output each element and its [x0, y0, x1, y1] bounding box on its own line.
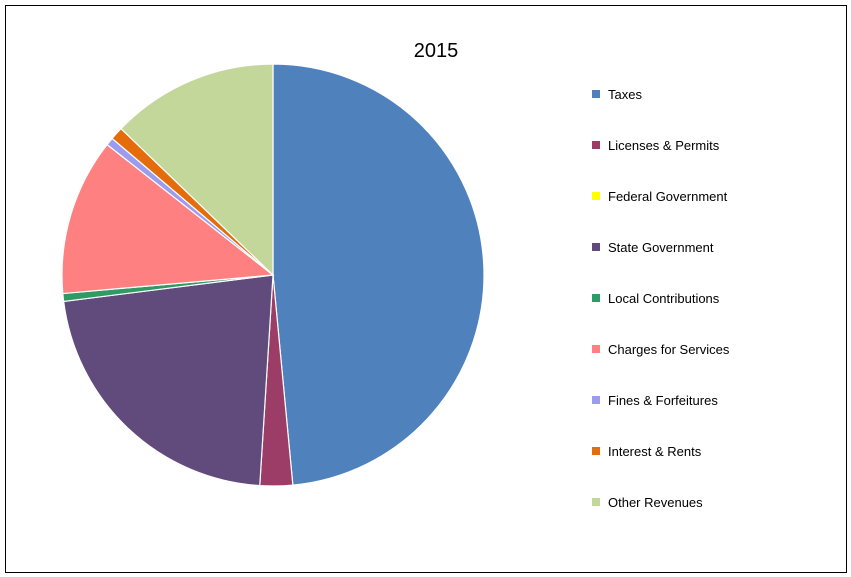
legend-swatch [592, 396, 600, 404]
legend-swatch [592, 90, 600, 98]
legend-label: Federal Government [608, 188, 728, 204]
pie-slice-state-government [62, 274, 274, 487]
legend-item-taxes: Taxes [592, 85, 642, 103]
legend-swatch [592, 498, 600, 506]
legend-label: Interest & Rents [608, 443, 702, 459]
legend-swatch [592, 141, 600, 149]
pie-slices [61, 63, 485, 487]
legend-label: Licenses & Permits [608, 137, 720, 153]
legend-item-local-contributions: Local Contributions [592, 289, 719, 307]
pie-slice-charges-for-services [61, 143, 275, 295]
legend-swatch [592, 294, 600, 302]
legend-item-other-revenues: Other Revenues [592, 493, 703, 511]
legend-item-charges-for-services: Charges for Services [592, 340, 729, 358]
legend-label: Other Revenues [608, 494, 703, 510]
legend-swatch [592, 243, 600, 251]
legend-swatch [592, 192, 600, 200]
legend-item-fines-and-forfeitures: Fines & Forfeitures [592, 391, 718, 409]
legend-item-licenses-and-permits: Licenses & Permits [592, 136, 719, 154]
legend-label: Fines & Forfeitures [608, 392, 718, 408]
legend-swatch [592, 345, 600, 353]
legend-label: State Government [608, 239, 714, 255]
legend-item-state-government: State Government [592, 238, 714, 256]
chart-title: 2015 [413, 40, 459, 62]
legend-label: Local Contributions [608, 290, 720, 306]
pie-slice-taxes [272, 63, 485, 486]
legend-item-interest-and-rents: Interest & Rents [592, 442, 701, 460]
legend-item-federal-government: Federal Government [592, 187, 727, 205]
legend-label: Charges for Services [608, 341, 730, 357]
legend-swatch [592, 447, 600, 455]
pie-slice-other-revenues [120, 63, 274, 277]
legend-label: Taxes [608, 86, 642, 102]
